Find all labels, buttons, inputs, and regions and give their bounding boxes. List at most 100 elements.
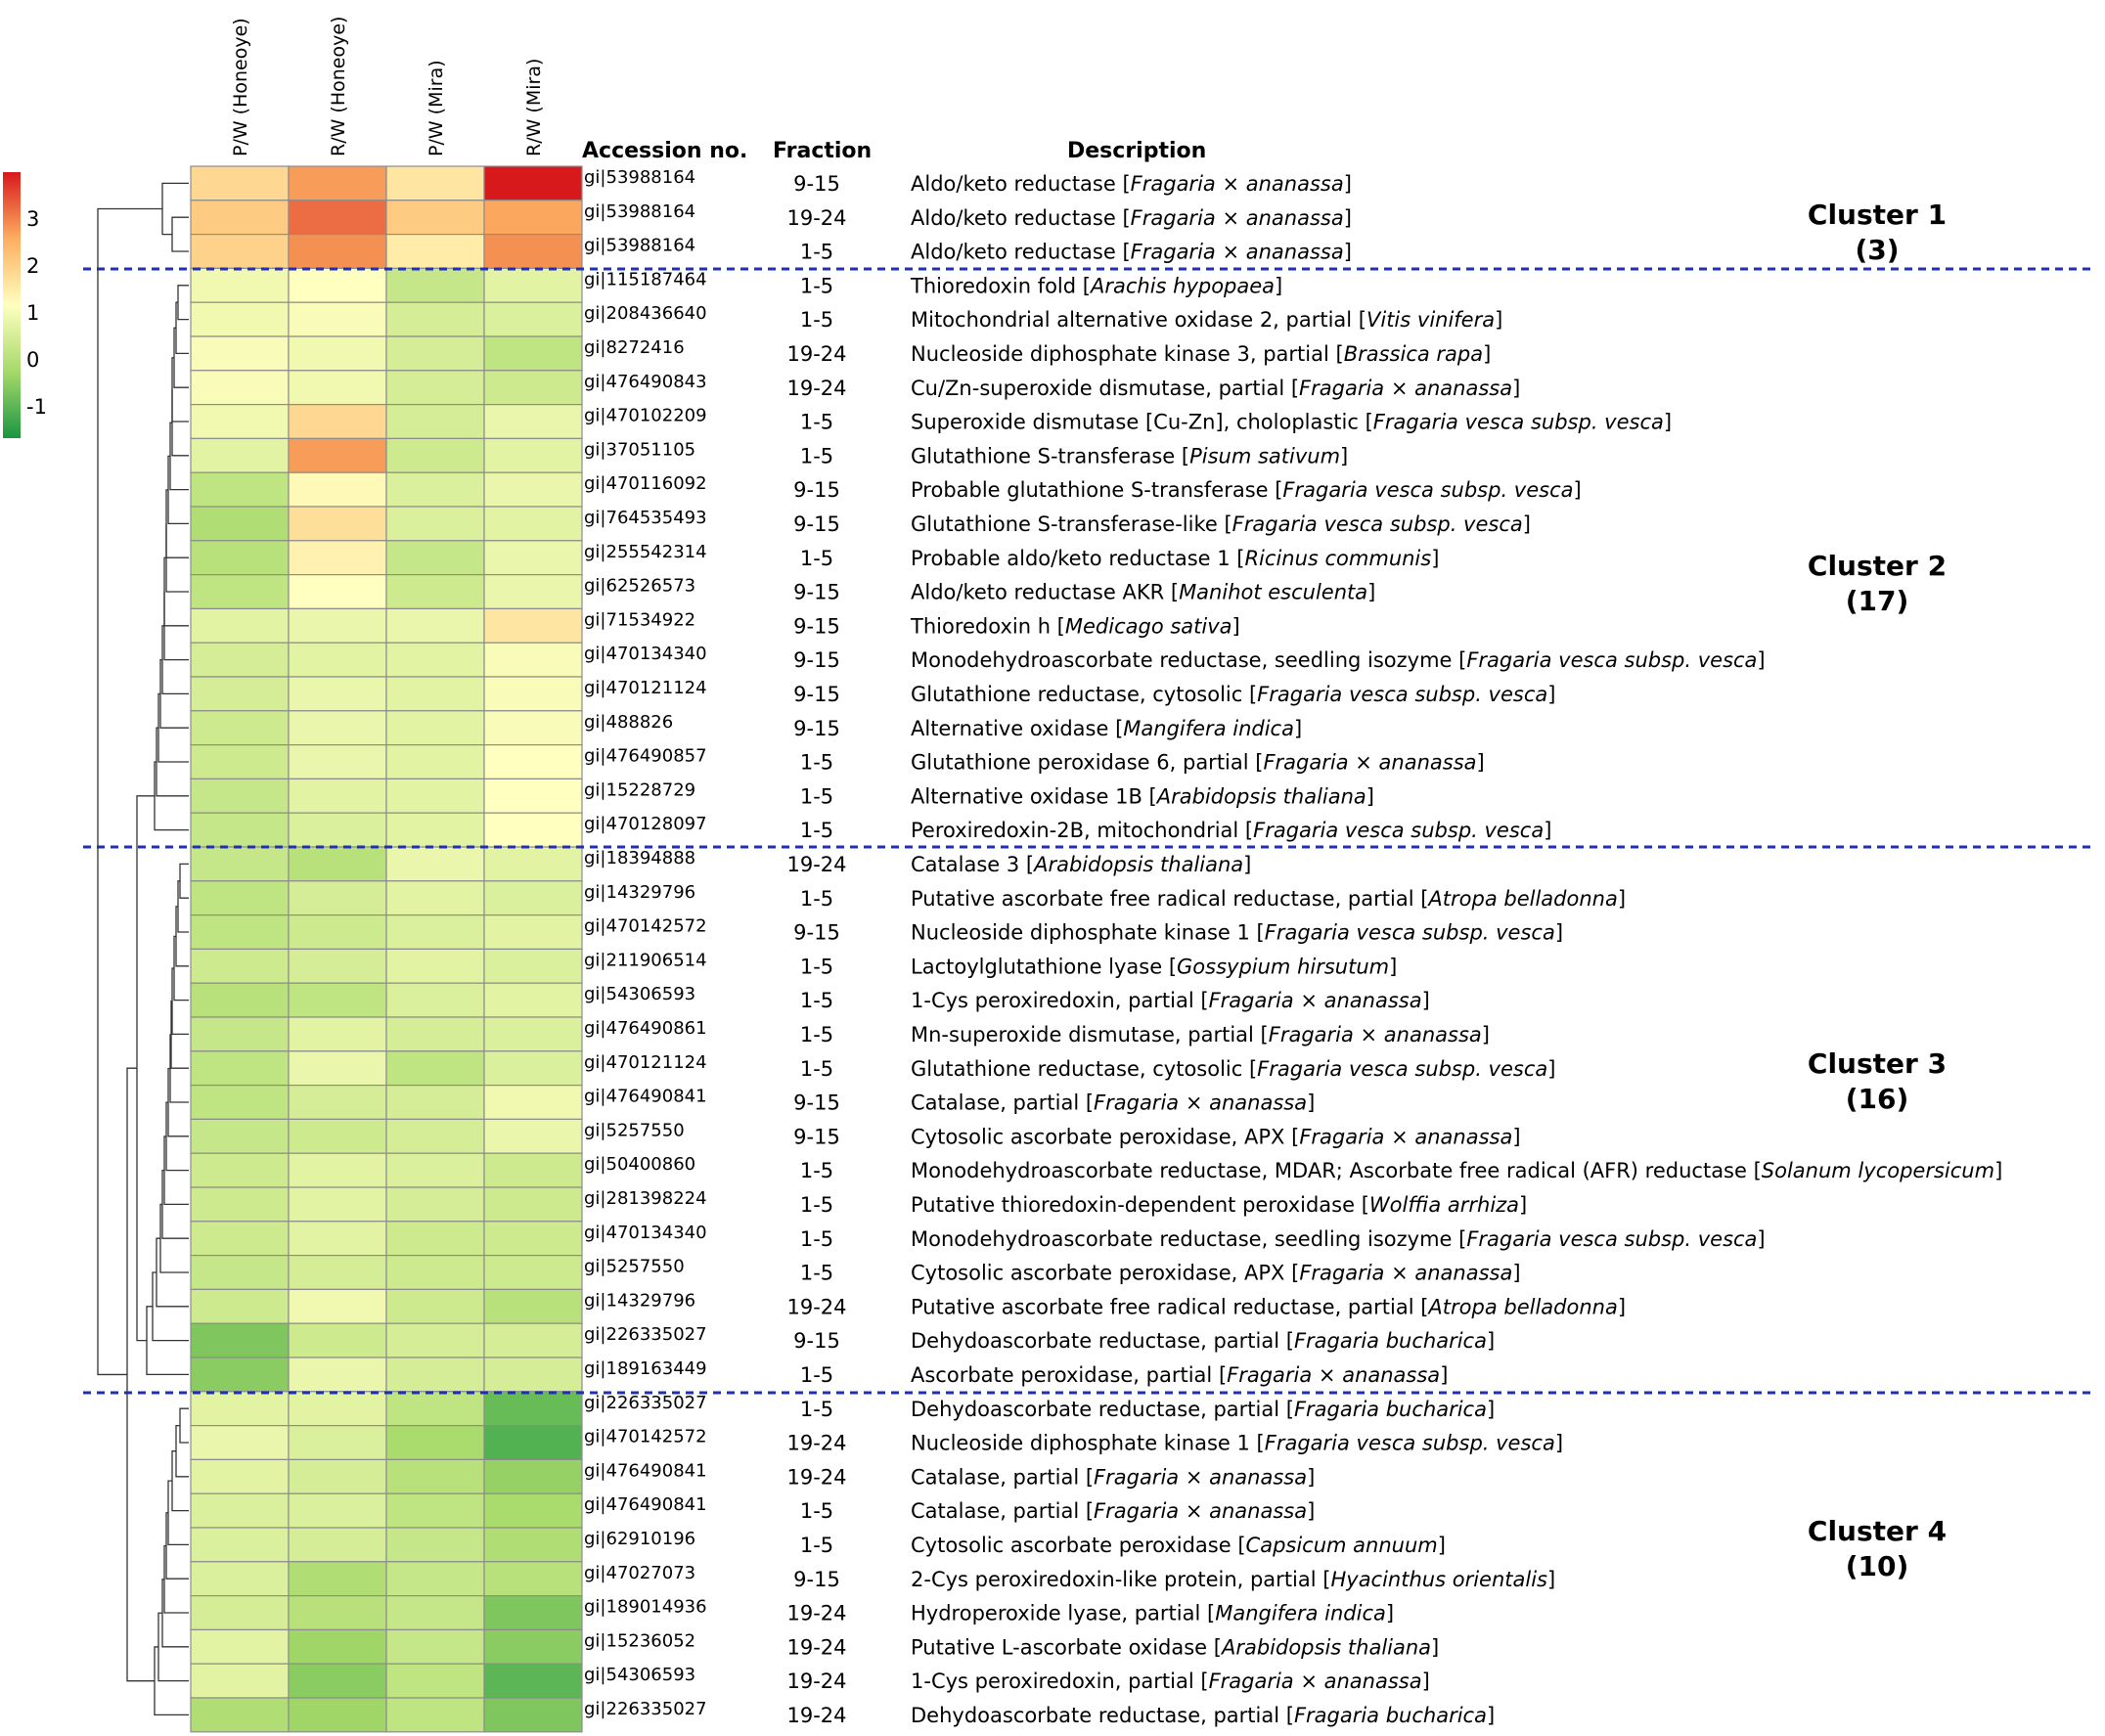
fraction-label: 1-5	[800, 887, 833, 911]
heatmap-cell	[483, 1357, 583, 1393]
heatmap-cell	[190, 1322, 290, 1358]
description-label: Aldo/keto reductase [Fragaria × ananassa…	[911, 172, 1352, 196]
heatmap-cell	[385, 506, 485, 542]
heatmap-cell	[385, 335, 485, 372]
fraction-label: 1-5	[800, 241, 833, 264]
heatmap-cell	[483, 1221, 583, 1257]
accession-label: gi|281398224	[584, 1188, 707, 1209]
fraction-label: 9-15	[793, 648, 840, 672]
fraction-label: 1-5	[800, 751, 833, 775]
description-label: Monodehydroascorbate reductase, seedling…	[911, 1227, 1766, 1251]
heatmap-cell	[190, 1424, 290, 1460]
heatmap-cell	[483, 1492, 583, 1529]
accession-label: gi|476490843	[584, 372, 707, 392]
heatmap-cell	[483, 200, 583, 236]
dendrogram-branch	[171, 389, 189, 457]
description-label: Putative thioredoxin-dependent peroxidas…	[911, 1193, 1527, 1217]
heatmap-cell	[288, 913, 387, 950]
fraction-label: 1-5	[800, 411, 833, 434]
heatmap-cell	[483, 1152, 583, 1188]
column-label: R/W (Honeoye)	[328, 17, 349, 156]
description-label: Aldo/keto reductase AKR [Manihot esculen…	[911, 581, 1375, 604]
heatmap-cell	[483, 404, 583, 440]
description-label: Mitochondrial alternative oxidase 2, par…	[911, 308, 1502, 332]
accession-label: gi|18394888	[584, 848, 695, 868]
description-label: Nucleoside diphosphate kinase 3, partial…	[911, 342, 1491, 366]
heatmap-cell	[385, 1322, 485, 1358]
heatmap-cell	[288, 1663, 387, 1699]
description-label: Superoxide dismutase [Cu-Zn], choloplast…	[911, 411, 1672, 434]
heatmap-cell	[288, 267, 387, 303]
heatmap-cell	[385, 846, 485, 882]
heatmap-cell	[385, 437, 485, 473]
dendrogram-branch	[163, 592, 189, 661]
accession-label: gi|189163449	[584, 1358, 707, 1379]
heatmap-cell	[288, 370, 387, 406]
description-label: Dehydoascorbate reductase, partial [Frag…	[911, 1329, 1495, 1353]
accession-label: gi|5257550	[584, 1257, 685, 1277]
heatmap-cell	[190, 301, 290, 337]
heatmap-cell	[190, 471, 290, 508]
fraction-label: 9-15	[793, 1568, 840, 1591]
heatmap-cell	[385, 1628, 485, 1665]
heatmap-cell	[288, 1391, 387, 1427]
cluster-count: (17)	[1846, 585, 1909, 617]
accession-label: gi|14329796	[584, 1290, 695, 1311]
heatmap-cell	[288, 1186, 387, 1223]
description-label: Dehydoascorbate reductase, partial [Frag…	[911, 1704, 1495, 1727]
heatmap-cell	[483, 642, 583, 678]
heatmap-cell	[190, 1118, 290, 1154]
column-label: P/W (Honeoye)	[230, 18, 251, 156]
fraction-label: 9-15	[793, 478, 840, 502]
description-label: Aldo/keto reductase [Fragaria × ananassa…	[911, 206, 1352, 230]
heatmap-cell	[190, 1663, 290, 1699]
heatmap-cell	[288, 1221, 387, 1257]
heatmap-cell	[190, 573, 290, 609]
heatmap-cell	[288, 1254, 387, 1290]
dendrogram-branch	[177, 285, 189, 321]
heatmap-cell	[385, 1458, 485, 1494]
accession-label: gi|476490861	[584, 1018, 707, 1039]
heatmap-cell	[288, 200, 387, 236]
fraction-label: 19-24	[786, 377, 846, 400]
heatmap-cell	[483, 370, 583, 406]
heatmap-cell	[385, 1527, 485, 1563]
accession-label: gi|476490841	[584, 1494, 707, 1515]
accession-label: gi|226335027	[584, 1393, 707, 1413]
accession-label: gi|62910196	[584, 1529, 695, 1549]
dendrogram-branch	[136, 795, 155, 1342]
color-legend-tick: 1	[26, 301, 39, 325]
heatmap-cell	[385, 1594, 485, 1630]
heatmap-cell	[288, 1288, 387, 1324]
description-header: Description	[1067, 139, 1206, 163]
fraction-label: 9-15	[793, 1125, 840, 1148]
heatmap-cell	[483, 948, 583, 984]
heatmap-cell	[190, 1016, 290, 1052]
description-label: Lactoylglutathione lyase [Gossypium hirs…	[911, 955, 1397, 978]
heatmap-cell	[385, 1663, 485, 1699]
fraction-label: 1-5	[800, 1159, 833, 1182]
accession-label: gi|53988164	[584, 236, 695, 256]
heatmap-cell	[288, 1084, 387, 1120]
cluster-label: Cluster 3	[1808, 1047, 1947, 1080]
heatmap-cell	[190, 1527, 290, 1563]
heatmap-cell	[190, 1288, 290, 1324]
heatmap-cell	[385, 540, 485, 576]
heatmap-cell	[483, 676, 583, 712]
color-legend-tick: 0	[26, 348, 39, 372]
description-label: Glutathione S-transferase [Pisum sativum…	[911, 444, 1348, 467]
column-label: P/W (Mira)	[425, 60, 447, 156]
heatmap-cell	[288, 1050, 387, 1087]
heatmap-cell	[288, 573, 387, 609]
description-label: 2-Cys peroxiredoxin-like protein, partia…	[911, 1568, 1555, 1591]
cluster-count: (16)	[1846, 1083, 1909, 1115]
heatmap-cell	[483, 607, 583, 644]
fraction-label: 19-24	[786, 853, 846, 876]
heatmap-cell	[385, 778, 485, 814]
heatmap-cell	[385, 370, 485, 406]
fraction-label: 9-15	[793, 683, 840, 706]
heatmap-cell	[190, 540, 290, 576]
heatmap-cell	[190, 404, 290, 440]
accession-label: gi|470142572	[584, 1427, 707, 1447]
heatmap-cell	[483, 1697, 583, 1733]
